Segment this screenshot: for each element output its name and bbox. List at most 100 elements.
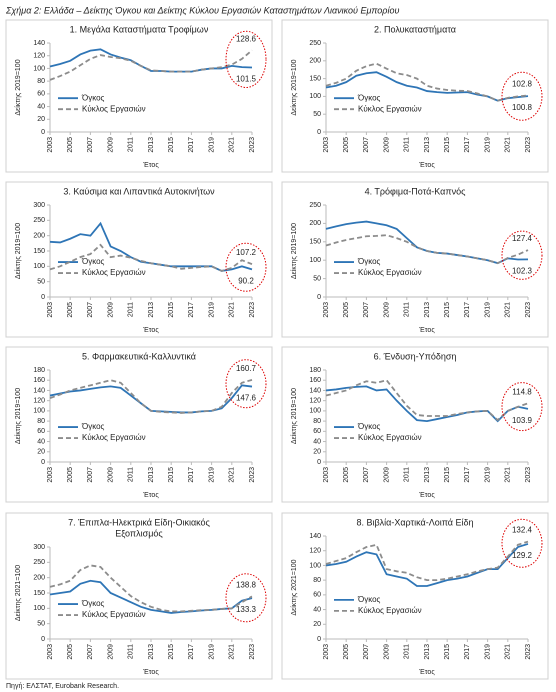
series-line xyxy=(325,379,529,422)
x-tick-label: 2015 xyxy=(168,467,175,483)
x-tick-label: 2003 xyxy=(47,644,54,660)
y-tick-label: 20 xyxy=(313,449,321,456)
x-axis-label: Έτος xyxy=(142,327,159,334)
end-value-label: 100.8 xyxy=(512,103,533,112)
y-axis-label: Δείκτης 2019=100 xyxy=(290,59,298,115)
x-tick-label: 2007 xyxy=(87,644,94,660)
x-tick-label: 2023 xyxy=(249,644,256,660)
x-tick-label: 2019 xyxy=(484,302,491,318)
y-tick-label: 160 xyxy=(309,377,321,384)
y-tick-label: 140 xyxy=(33,40,45,47)
x-tick-label: 2017 xyxy=(188,644,195,660)
chart-title: 8. Βιβλία-Χαρτικά-Λοιπά Είδη xyxy=(356,517,473,527)
x-tick-label: 2011 xyxy=(404,467,411,482)
chart-title: 6. Ένδυση-Υπόδηση xyxy=(374,351,457,361)
x-tick-label: 2023 xyxy=(525,467,532,483)
y-axis-label: Δείκτης 2021=100 xyxy=(14,565,22,621)
x-tick-label: 2023 xyxy=(249,137,256,153)
y-tick-label: 60 xyxy=(37,428,45,435)
x-tick-label: 2017 xyxy=(464,467,471,483)
x-tick-label: 2023 xyxy=(249,467,256,483)
end-value-label: 90.2 xyxy=(238,276,254,285)
x-tick-label: 2005 xyxy=(343,467,350,483)
x-tick-label: 2015 xyxy=(168,137,175,153)
end-value-label: 103.9 xyxy=(512,416,533,425)
y-tick-label: 80 xyxy=(37,78,45,85)
legend-label: Όγκος xyxy=(81,599,105,608)
highlight-ellipse xyxy=(225,30,267,88)
highlight-ellipse xyxy=(501,382,543,432)
series-line xyxy=(49,579,253,614)
x-tick-label: 2013 xyxy=(148,467,155,483)
x-tick-label: 2019 xyxy=(208,137,215,153)
x-tick-label: 2011 xyxy=(404,644,411,659)
y-tick-label: 150 xyxy=(33,248,45,255)
y-tick-label: 60 xyxy=(313,592,321,599)
legend-label: Κύκλος Εργασιών xyxy=(358,433,422,442)
y-tick-label: 250 xyxy=(33,559,45,566)
y-tick-label: 100 xyxy=(309,562,321,569)
y-tick-label: 150 xyxy=(309,75,321,82)
highlight-ellipse xyxy=(501,230,543,280)
x-tick-label: 2019 xyxy=(484,644,491,660)
series-line xyxy=(325,385,529,423)
series-line xyxy=(325,62,529,102)
x-tick-label: 2015 xyxy=(168,302,175,318)
x-tick-label: 2009 xyxy=(383,644,390,660)
x-tick-label: 2021 xyxy=(229,644,236,660)
y-tick-label: 200 xyxy=(309,220,321,227)
y-tick-label: 100 xyxy=(33,408,45,415)
x-tick-label: 2013 xyxy=(424,467,431,483)
x-tick-label: 2023 xyxy=(525,137,532,153)
legend-label: Κύκλος Εργασιών xyxy=(82,433,146,442)
y-tick-label: 40 xyxy=(313,438,321,445)
chart-title: 2. Πολυκαταστήματα xyxy=(374,24,456,34)
highlight-ellipse xyxy=(225,359,267,409)
source-note: Πηγή: ΕΛΣΤΑΤ, Eurobank Research. xyxy=(6,683,119,690)
chart-title: 3. Καύσιμα και Λιπαντικά Αυτοκινήτων xyxy=(63,186,215,196)
y-tick-label: 100 xyxy=(33,263,45,270)
series-line xyxy=(325,540,529,582)
chart-title: 7. Έπιπλα-Ηλεκτρικά Είδη-Οικιακός xyxy=(68,517,210,527)
x-tick-label: 2009 xyxy=(383,137,390,153)
y-tick-label: 50 xyxy=(313,111,321,118)
chart-title: 5. Φαρμακευτικά-Καλλυντικά xyxy=(82,351,196,361)
y-tick-label: 140 xyxy=(309,387,321,394)
series-line xyxy=(49,243,253,272)
x-tick-label: 2013 xyxy=(424,302,431,318)
x-tick-label: 2013 xyxy=(148,302,155,318)
y-tick-label: 250 xyxy=(309,202,321,209)
y-tick-label: 50 xyxy=(313,275,321,282)
y-tick-label: 60 xyxy=(313,428,321,435)
x-tick-label: 2007 xyxy=(363,467,370,483)
x-tick-label: 2021 xyxy=(229,137,236,153)
y-tick-label: 120 xyxy=(309,398,321,405)
legend-label: Κύκλος Εργασιών xyxy=(82,268,146,277)
x-tick-label: 2003 xyxy=(323,137,330,153)
legend-label: Κύκλος Εργασιών xyxy=(82,610,146,619)
y-tick-label: 120 xyxy=(33,398,45,405)
highlight-ellipse xyxy=(501,518,543,568)
x-tick-label: 2015 xyxy=(444,302,451,318)
x-tick-label: 2015 xyxy=(168,644,175,660)
x-tick-label: 2021 xyxy=(505,137,512,153)
legend-label: Κύκλος Εργασιών xyxy=(82,104,146,113)
end-value-label: 101.5 xyxy=(236,75,257,84)
y-tick-label: 100 xyxy=(309,408,321,415)
end-value-label: 102.3 xyxy=(512,266,533,275)
y-axis-label: Δείκτης 2019=100 xyxy=(14,388,22,444)
x-tick-label: 2015 xyxy=(444,644,451,660)
x-axis-label: Έτος xyxy=(418,492,435,499)
x-tick-label: 2005 xyxy=(67,302,74,318)
legend-label: Κύκλος Εργασιών xyxy=(358,104,422,113)
y-axis-label: Δείκτης 2021=100 xyxy=(290,559,298,615)
y-tick-label: 0 xyxy=(317,129,321,136)
x-tick-label: 2003 xyxy=(323,467,330,483)
x-tick-label: 2003 xyxy=(323,302,330,318)
y-axis-label: Δείκτης 2019=100 xyxy=(290,223,298,279)
end-value-label: 102.8 xyxy=(512,80,533,89)
x-tick-label: 2009 xyxy=(107,644,114,660)
x-tick-label: 2017 xyxy=(464,302,471,318)
legend-label: Όγκος xyxy=(357,257,381,266)
